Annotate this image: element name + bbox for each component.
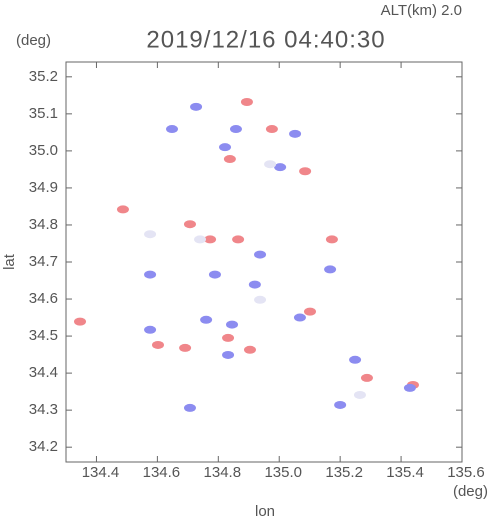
echo-point xyxy=(116,205,129,214)
y-unit: (deg) xyxy=(16,32,51,49)
echo-point xyxy=(226,320,239,329)
echo-point xyxy=(265,125,278,134)
x-unit: (deg) xyxy=(453,483,488,500)
echo-point xyxy=(334,400,347,409)
y-tick-label: 34.8 xyxy=(29,216,58,233)
y-tick-label: 34.4 xyxy=(29,364,58,381)
y-tick-label: 35.2 xyxy=(29,68,58,85)
echo-point xyxy=(179,343,192,352)
echo-point xyxy=(183,403,196,412)
echo-point xyxy=(232,235,245,244)
x-tick-label: 135.4 xyxy=(386,464,424,481)
echo-point xyxy=(293,313,306,322)
echo-point xyxy=(229,125,242,134)
echo-point xyxy=(144,325,157,334)
x-tick-label: 135.2 xyxy=(325,464,363,481)
echo-point xyxy=(208,270,221,279)
x-tick-label: 134.8 xyxy=(204,464,242,481)
y-tick-label: 35.0 xyxy=(29,142,58,159)
echo-point xyxy=(151,340,164,349)
echo-point xyxy=(204,235,217,244)
altitude-annotation: ALT(km) 2.0 xyxy=(381,2,462,19)
echo-point xyxy=(254,250,267,259)
echo-point xyxy=(324,265,337,274)
echo-point xyxy=(264,160,277,169)
y-tick-label: 34.7 xyxy=(29,253,58,270)
echo-point xyxy=(274,163,287,172)
x-tick-label: 134.4 xyxy=(82,464,120,481)
echo-point xyxy=(194,235,207,244)
echo-point xyxy=(219,143,232,152)
echo-point xyxy=(240,98,253,106)
y-tick-label: 34.2 xyxy=(29,438,58,455)
y-tick-label: 34.9 xyxy=(29,179,58,196)
echo-point xyxy=(144,230,157,239)
y-tick-label: 34.6 xyxy=(29,290,58,307)
y-tick-label: 34.5 xyxy=(29,327,58,344)
echo-point xyxy=(325,235,338,244)
x-tick-label: 134.6 xyxy=(143,464,181,481)
chart-title: 2019/12/16 04:40:30 xyxy=(146,26,385,53)
echo-point xyxy=(243,345,256,354)
echo-point xyxy=(183,220,196,229)
echo-point xyxy=(223,155,236,164)
plot-frame xyxy=(65,61,463,463)
x-tick-label: 135.0 xyxy=(264,464,302,481)
x-tick-label: 135.6 xyxy=(447,464,485,481)
echo-point xyxy=(299,167,312,176)
y-tick-label: 34.3 xyxy=(29,401,58,418)
echo-point xyxy=(360,373,373,382)
y-axis-label: lat xyxy=(1,253,18,270)
echo-point xyxy=(353,390,366,399)
echo-point xyxy=(190,102,203,111)
y-tick-label: 35.1 xyxy=(29,105,58,122)
echo-point xyxy=(289,129,302,138)
echo-point xyxy=(303,307,316,316)
echo-point xyxy=(200,315,213,324)
echo-point xyxy=(254,295,267,304)
echo-point xyxy=(248,280,261,289)
echo-point xyxy=(144,270,157,279)
echo-point xyxy=(222,333,235,342)
echo-point xyxy=(222,350,235,359)
echo-point xyxy=(74,317,87,326)
echo-point xyxy=(166,125,179,134)
x-axis-label: lon xyxy=(255,503,275,520)
echo-point xyxy=(349,355,362,364)
echo-point xyxy=(403,383,416,392)
